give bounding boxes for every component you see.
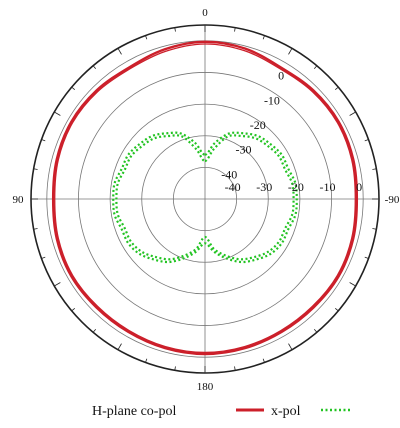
angle-tick <box>145 35 148 40</box>
angle-tick <box>54 111 61 116</box>
angle-tick <box>145 358 148 363</box>
radial-axis-label: -40 <box>225 180 241 194</box>
angle-tick <box>71 86 76 91</box>
radial-tick-label: -10 <box>264 93 280 107</box>
legend-label-x-pol: x-pol <box>271 404 301 419</box>
angle-tick <box>117 48 122 55</box>
polar-grid <box>30 24 380 374</box>
angle-tick <box>334 86 339 91</box>
grid-circle <box>172 166 238 232</box>
radial-tick-label: -30 <box>235 143 251 157</box>
series-co-pol-line <box>51 40 359 356</box>
angle-tick <box>174 27 176 32</box>
radial-tick-label: 0 <box>278 69 284 83</box>
angle-tick <box>349 282 356 287</box>
angle-tick <box>372 168 377 170</box>
angle-tick <box>288 343 293 350</box>
angle-tick <box>41 139 46 142</box>
angle-tick <box>364 256 369 259</box>
angle-tick <box>288 48 293 55</box>
label-layer: 0 -10 -20 -30 -40 0 -10 -20 -30 -40 0 -90 180 90 <box>13 7 400 393</box>
grid-circle <box>141 135 269 263</box>
angle-label: 90 <box>13 194 25 206</box>
angle-tick <box>262 35 265 40</box>
angle-tick <box>71 307 76 312</box>
angle-label: 0 <box>202 7 208 19</box>
angle-tick <box>33 168 38 170</box>
radial-tick-label: -20 <box>250 118 266 132</box>
angle-label: 180 <box>197 381 214 393</box>
angle-tick <box>334 307 339 312</box>
radial-axis-label: -10 <box>320 180 336 194</box>
angle-tick <box>92 65 97 70</box>
angle-tick <box>41 256 46 259</box>
legend-label-co-pol: H-plane co-pol <box>92 404 176 419</box>
angle-tick <box>33 228 38 230</box>
angle-tick <box>372 228 377 230</box>
angle-tick <box>117 343 122 350</box>
series-x-pol-line <box>115 134 295 261</box>
radial-axis-label: -20 <box>288 180 304 194</box>
angle-tick <box>54 282 61 287</box>
series-co-pol-line <box>54 43 356 354</box>
angle-tick <box>174 366 176 371</box>
angle-tick <box>92 328 97 333</box>
legend: H-plane co-pol x-pol <box>92 404 352 419</box>
angle-tick <box>313 65 318 70</box>
series-x-pol-line <box>112 131 298 264</box>
angle-tick <box>364 139 369 142</box>
angle-tick <box>234 27 236 32</box>
grid-circle <box>109 103 301 295</box>
angle-tick <box>349 111 356 116</box>
radial-axis-label: -30 <box>256 180 272 194</box>
radial-tick-label: -40 <box>221 167 237 181</box>
radial-axis-label: 0 <box>356 180 362 194</box>
angle-tick <box>234 366 236 371</box>
angle-tick <box>262 358 265 363</box>
angle-tick <box>313 328 318 333</box>
angle-label: -90 <box>385 194 400 206</box>
series-layer <box>51 40 359 356</box>
grid-circle <box>78 72 332 326</box>
